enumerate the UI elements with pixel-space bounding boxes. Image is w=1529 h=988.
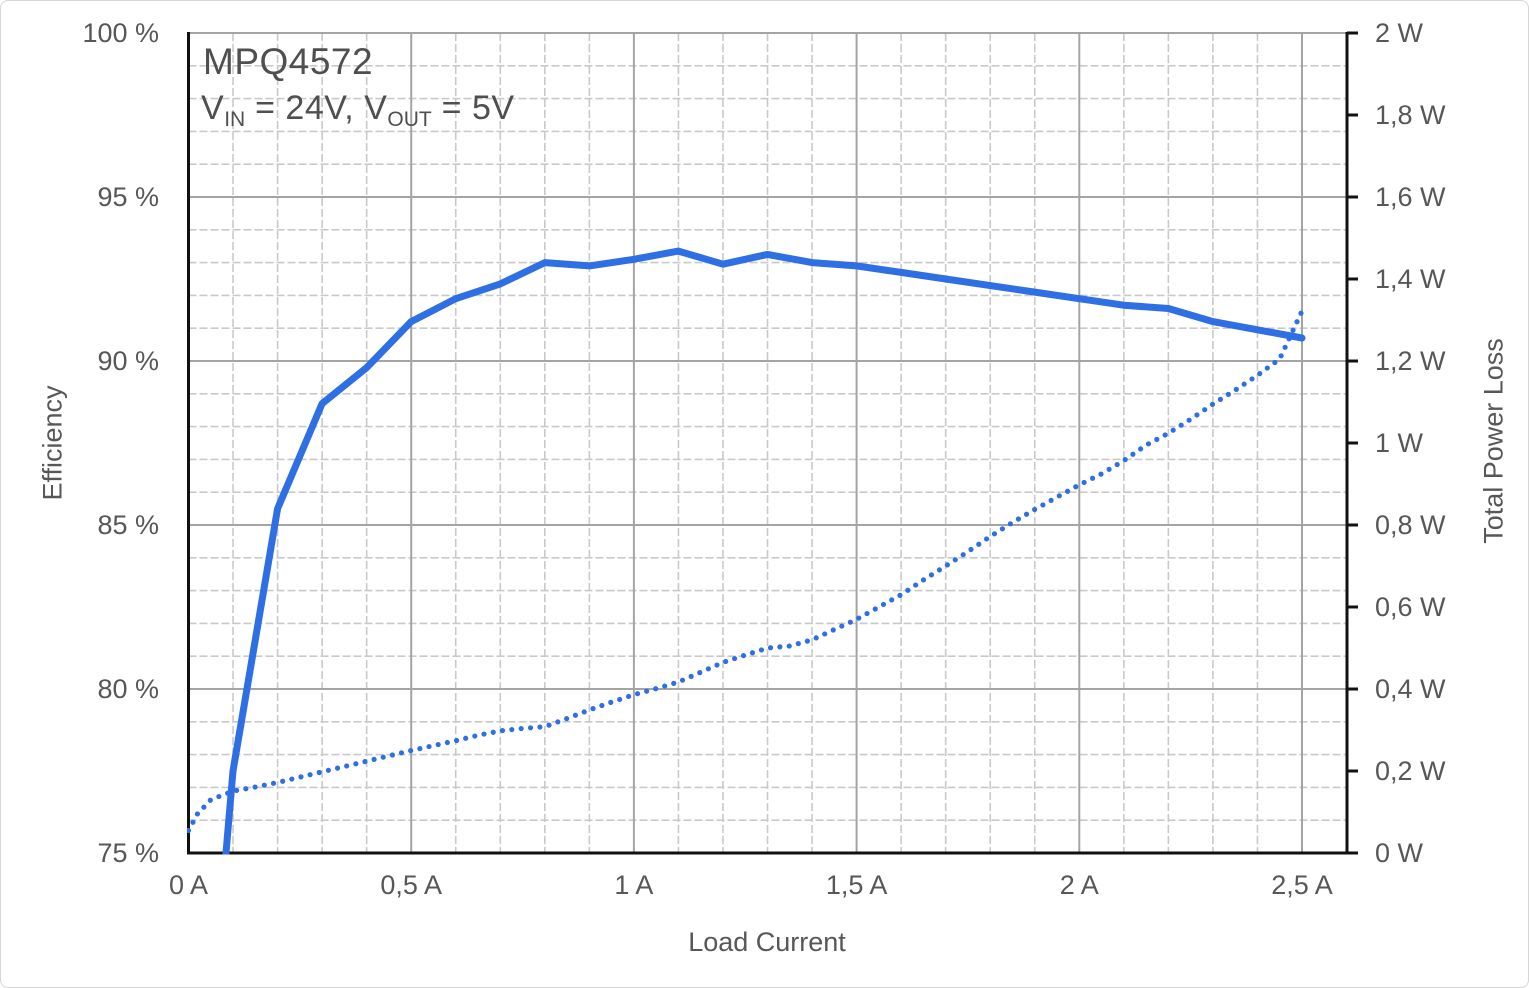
y-right-tick-label: 0,2 W: [1375, 756, 1446, 786]
y-left-tick-label: 100 %: [82, 18, 159, 48]
x-tick-label: 0 A: [169, 870, 208, 900]
y-left-tick-label: 80 %: [97, 674, 159, 704]
y-left-tick-label: 90 %: [97, 346, 159, 376]
x-tick-label: 2 A: [1060, 870, 1099, 900]
y-left-tick-label: 75 %: [97, 838, 159, 868]
y-left-tick-label: 85 %: [97, 510, 159, 540]
subtitle-text: = 24V, V: [245, 89, 388, 127]
y-left-tick-label: 95 %: [97, 182, 159, 212]
x-tick-label: 2,5 A: [1271, 870, 1333, 900]
power-loss-line: [187, 308, 1305, 834]
x-tick-label: 1,5 A: [826, 870, 888, 900]
y-right-tick-label: 1,2 W: [1375, 346, 1446, 376]
y-axis-left-title: Efficiency: [37, 385, 68, 501]
x-tick-label: 1 A: [614, 870, 653, 900]
subtitle-subscript-vout: OUT: [387, 108, 432, 131]
y-right-tick-label: 1,6 W: [1375, 182, 1446, 212]
efficiency-line: [222, 247, 1306, 855]
y-right-tick-label: 1,4 W: [1375, 264, 1446, 294]
y-right-tick-label: 0,6 W: [1375, 592, 1446, 622]
y-right-tick-label: 0 W: [1375, 838, 1424, 868]
x-tick-label: 0,5 A: [380, 870, 442, 900]
y-right-tick-label: 1 W: [1375, 428, 1424, 458]
y-right-tick-label: 0,4 W: [1375, 674, 1446, 704]
chart-subtitle: VIN = 24V, VOUT = 5V: [201, 89, 515, 132]
y-right-tick-label: 0,8 W: [1375, 510, 1446, 540]
y-right-tick-label: 2 W: [1375, 18, 1424, 48]
y-right-tick-label: 1,8 W: [1375, 100, 1446, 130]
subtitle-text: V: [201, 89, 225, 127]
subtitle-subscript-vin: IN: [224, 108, 246, 131]
x-axis-title: Load Current: [688, 927, 846, 957]
chart-title: MPQ4572: [203, 41, 374, 82]
y-axis-right-title: Total Power Loss: [1478, 338, 1509, 544]
subtitle-text: = 5V: [431, 89, 515, 127]
